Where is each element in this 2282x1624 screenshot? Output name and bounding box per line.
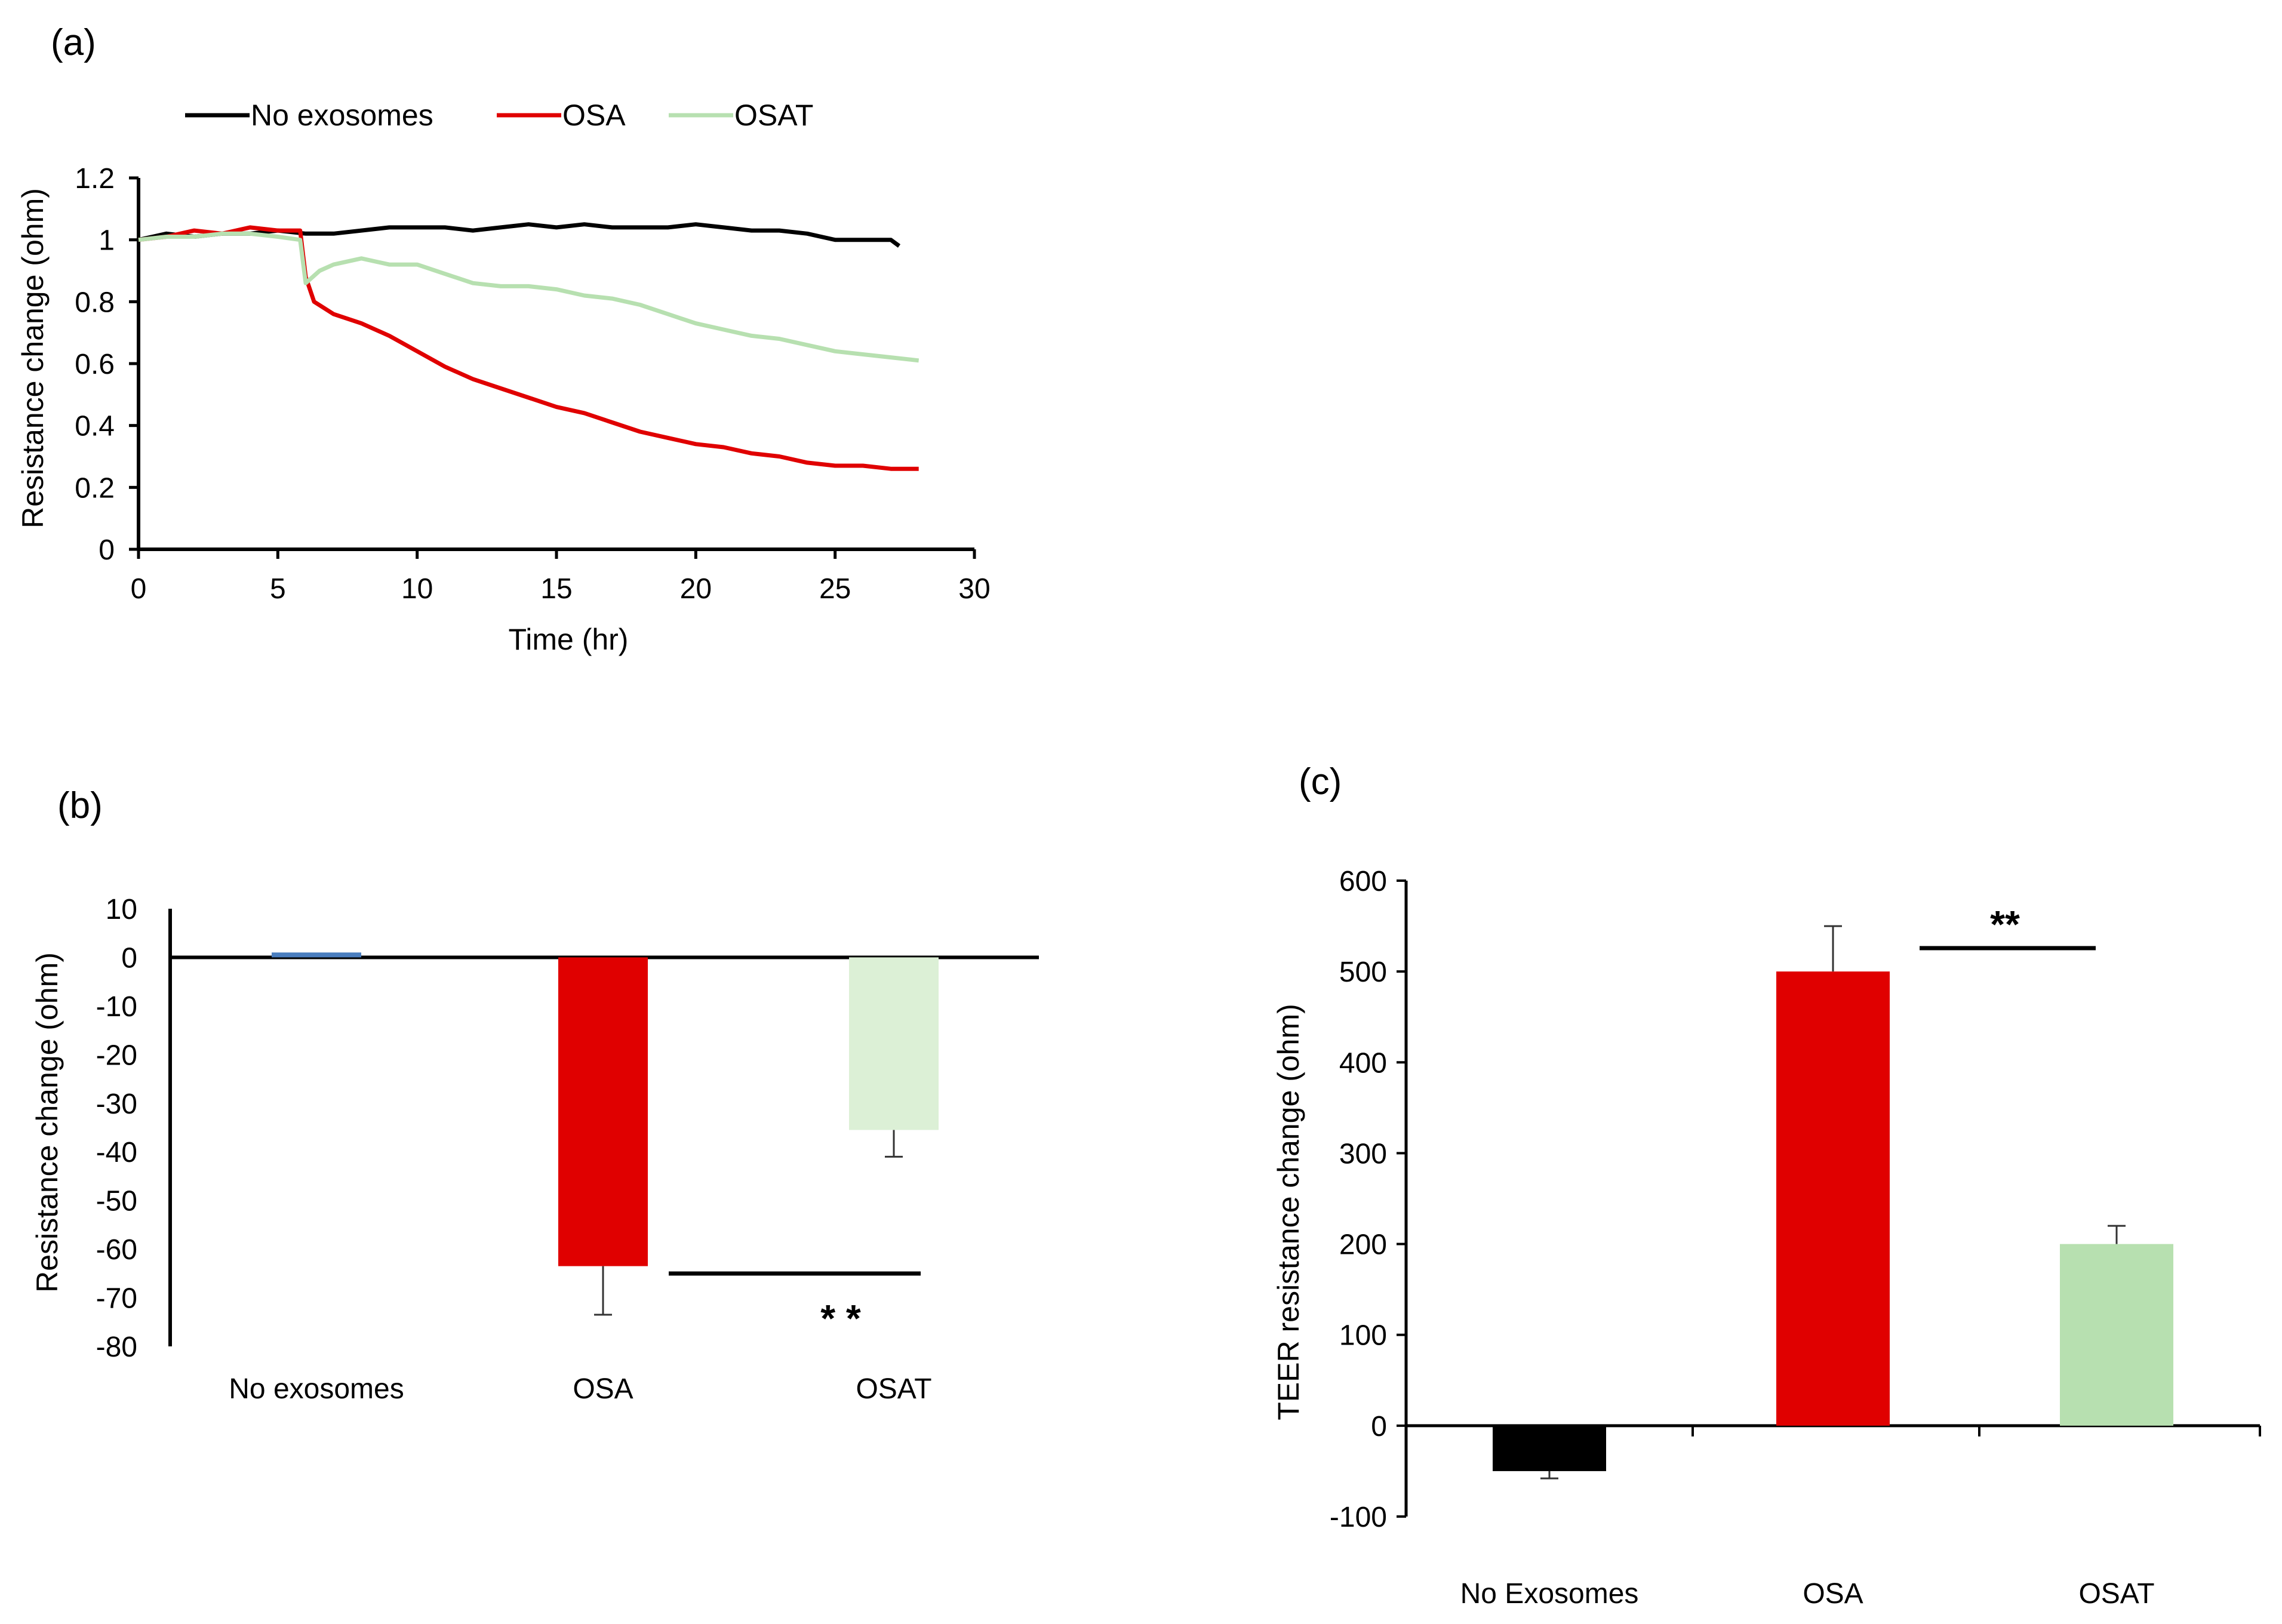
panel-a-x-tick-label: 30 <box>958 573 990 605</box>
panel-c-y-tick-label: 500 <box>1339 956 1387 988</box>
panel-b-y-tick-label: -50 <box>96 1186 137 1217</box>
panel-a-y-tick-label: 0.4 <box>75 411 115 442</box>
panel-c-significance-label: ** <box>1990 903 2020 946</box>
panel-a: (a) No exosomes OSA OSAT 0 0.2 0.4 0.6 0.8 1 1… <box>16 22 991 656</box>
legend-label-osa: OSA <box>562 99 626 132</box>
panel-b-y-tick-label: -80 <box>96 1331 137 1363</box>
panel-a-y-tick-label: 0 <box>99 534 115 566</box>
panel-a-x-tick-label: 15 <box>540 573 572 605</box>
panel-c-y-tick-label: 100 <box>1339 1320 1387 1352</box>
series-line-osat <box>138 231 919 363</box>
panel-b-y-tick-label: 10 <box>106 894 137 925</box>
panel-c-y-tick-label: -100 <box>1330 1502 1387 1533</box>
panel-b-y-axis: 10 0 -10 -20 -30 -40 -50 -60 -70 -80 <box>96 894 1039 1363</box>
panel-a-x-tick-label: 0 <box>131 573 147 605</box>
panel-c-y-tick-label: 200 <box>1339 1229 1387 1261</box>
panel-a-y-tick-label: 1.2 <box>75 163 115 195</box>
panel-c-x-tick-label: No Exosomes <box>1460 1578 1639 1610</box>
panel-b-x-tick-label: OSAT <box>856 1373 931 1405</box>
panel-a-y-tick-label: 0.8 <box>75 287 115 318</box>
panel-a-y-tick-label: 0.6 <box>75 349 115 380</box>
panel-a-x-axis: 0 5 10 15 20 25 30 <box>131 548 991 605</box>
bar-osat <box>849 957 939 1130</box>
panel-c-y-tick-label: 400 <box>1339 1047 1387 1079</box>
panel-c-x-axis: No Exosomes OSA OSAT <box>1460 1578 2155 1610</box>
panel-b-label: (b) <box>57 785 103 826</box>
panel-b-y-axis-title: Resistance change (ohm) <box>30 952 64 1293</box>
panel-a-y-tick-label: 0.2 <box>75 472 115 504</box>
panel-b-y-tick-label: -40 <box>96 1137 137 1168</box>
bar-osa <box>1776 971 1890 1426</box>
panel-a-x-tick-label: 25 <box>819 573 851 605</box>
panel-c-y-tick-label: 300 <box>1339 1138 1387 1170</box>
panel-c-label: (c) <box>1299 761 1342 802</box>
legend-label-osat: OSAT <box>734 99 813 132</box>
bar-osa <box>558 957 648 1266</box>
panel-a-y-tick-label: 1 <box>99 225 115 257</box>
legend-label-no-exosomes: No exosomes <box>251 99 433 132</box>
series-line-osa <box>138 225 919 471</box>
panel-b-y-tick-label: -10 <box>96 991 137 1023</box>
panel-c-x-tick-label: OSA <box>1803 1578 1863 1610</box>
bar-no-exosomes <box>1493 1425 1606 1471</box>
panel-c-y-axis-title: TEER resistance change (ohm) <box>1272 1004 1305 1420</box>
panel-a-x-tick-label: 20 <box>680 573 712 605</box>
panel-b-y-tick-label: -60 <box>96 1234 137 1266</box>
panel-b-x-tick-label: No exosomes <box>229 1373 404 1405</box>
panel-a-legend: No exosomes OSA OSAT <box>185 99 813 132</box>
panel-a-y-axis-title: Resistance change (ohm) <box>16 188 50 528</box>
panel-b-x-axis: No exosomes OSA OSAT <box>229 1373 931 1405</box>
panel-b-significance-label: * * <box>820 1297 861 1340</box>
panel-a-plot-area <box>138 222 919 471</box>
panel-c: (c) 600 500 400 300 200 100 0 -100 No Exosomes O… <box>1272 761 2261 1610</box>
panel-a-x-tick-label: 10 <box>401 573 433 605</box>
bar-osat <box>2060 1244 2173 1426</box>
panel-b-y-tick-label: 0 <box>121 942 137 974</box>
panel-a-x-tick-label: 5 <box>270 573 286 605</box>
panel-c-bars <box>1493 925 2173 1480</box>
panel-a-x-axis-title: Time (hr) <box>509 623 629 656</box>
panel-c-y-tick-label: 600 <box>1339 866 1387 897</box>
panel-c-y-tick-label: 0 <box>1371 1411 1387 1442</box>
panel-b-x-tick-label: OSA <box>573 1373 633 1405</box>
panel-c-x-tick-label: OSAT <box>2078 1578 2154 1610</box>
panel-b-y-tick-label: -20 <box>96 1039 137 1071</box>
bar-no-exosomes <box>272 952 361 958</box>
panel-b: (b) 10 0 -10 -20 -30 -40 -50 -60 -70 -80 No exoso… <box>30 785 1039 1405</box>
panel-b-y-tick-label: -30 <box>96 1088 137 1120</box>
panel-a-y-axis: 0 0.2 0.4 0.6 0.8 1 1.2 <box>75 163 140 566</box>
panel-b-y-tick-label: -70 <box>96 1283 137 1315</box>
panel-a-label: (a) <box>51 22 96 63</box>
panel-b-bars <box>272 952 939 1316</box>
